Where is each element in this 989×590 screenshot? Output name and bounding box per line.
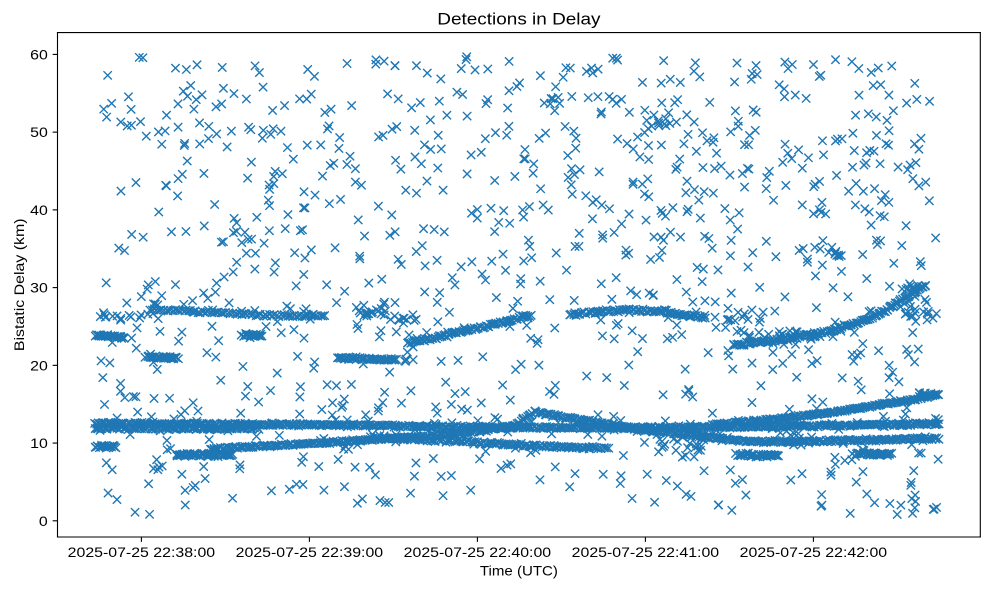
svg-text:10: 10	[30, 435, 48, 451]
svg-text:Bistatic Delay (km): Bistatic Delay (km)	[11, 219, 27, 352]
svg-text:2025-07-25 22:41:00: 2025-07-25 22:41:00	[572, 544, 720, 560]
svg-text:2025-07-25 22:40:00: 2025-07-25 22:40:00	[404, 544, 552, 560]
svg-text:50: 50	[30, 124, 48, 140]
svg-text:2025-07-25 22:38:00: 2025-07-25 22:38:00	[68, 544, 216, 560]
svg-text:20: 20	[30, 357, 48, 373]
svg-text:40: 40	[30, 202, 48, 218]
svg-text:60: 60	[30, 46, 48, 62]
svg-text:30: 30	[30, 280, 48, 296]
svg-text:2025-07-25 22:42:00: 2025-07-25 22:42:00	[740, 544, 888, 560]
svg-text:0: 0	[39, 513, 48, 529]
svg-text:2025-07-25 22:39:00: 2025-07-25 22:39:00	[236, 544, 384, 560]
svg-text:Time (UTC): Time (UTC)	[480, 562, 558, 578]
svg-text:Detections in Delay: Detections in Delay	[437, 9, 601, 28]
